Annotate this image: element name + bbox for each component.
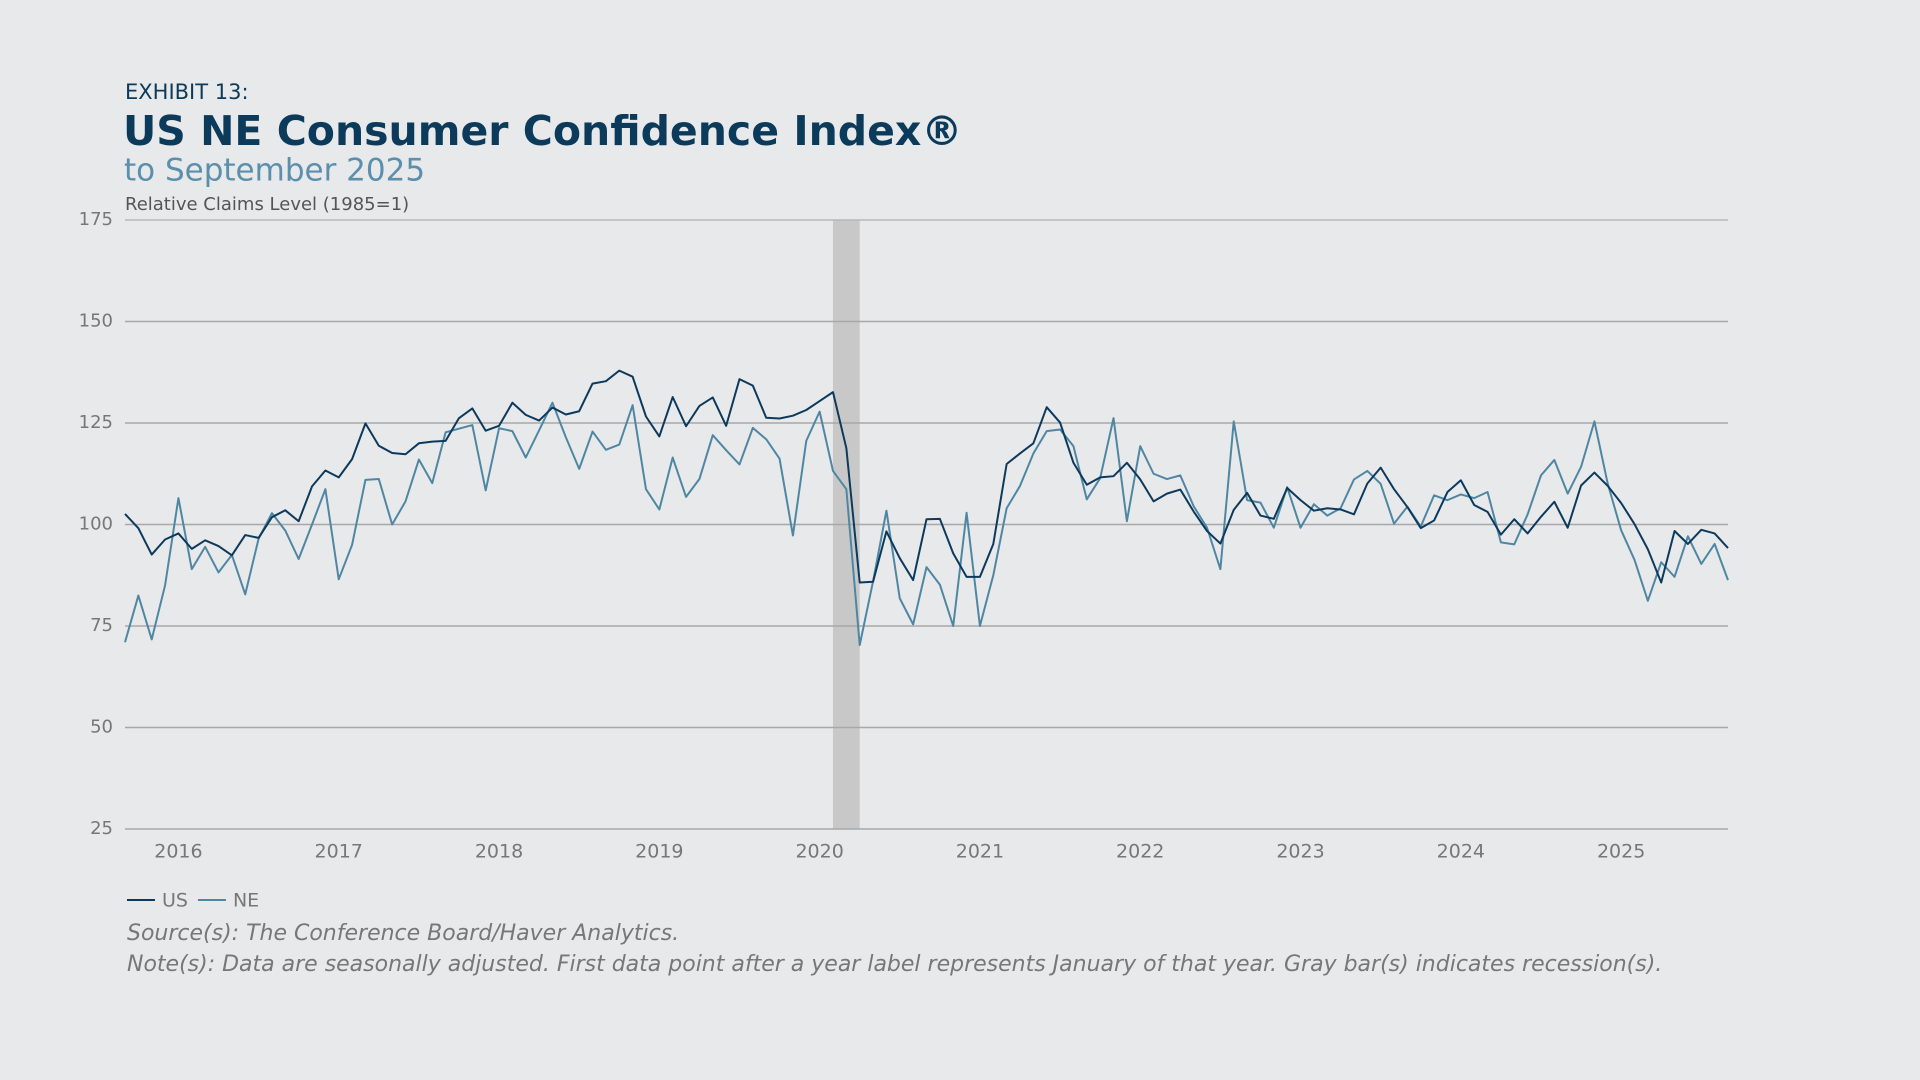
- x-tick-label: 2019: [635, 841, 683, 863]
- y-tick-label: 100: [79, 514, 113, 535]
- y-tick-label: 25: [90, 818, 113, 839]
- x-tick-label: 2016: [154, 841, 202, 863]
- x-tick-label: 2024: [1437, 841, 1485, 863]
- x-tick-label: 2022: [1116, 841, 1164, 863]
- x-tick-label: 2021: [956, 841, 1004, 863]
- line-ne: [124, 401, 1729, 647]
- source: Source(s): The Conference Board/Haver An…: [127, 921, 679, 946]
- line-us: [124, 369, 1729, 584]
- x-tick-label: 2017: [315, 841, 363, 863]
- x-tick-label: 2025: [1597, 841, 1645, 863]
- y-tick-label: 175: [79, 209, 113, 230]
- chart-subtitle: to September 2025: [124, 153, 425, 189]
- x-tick-label: 2018: [475, 841, 523, 863]
- legend-label: NE: [233, 890, 259, 912]
- y-tick-label: 75: [90, 615, 113, 636]
- exhibit-label: EXHIBIT 13:: [125, 80, 249, 104]
- x-tick-label: 2023: [1276, 841, 1324, 863]
- y-tick-label: 150: [79, 311, 113, 332]
- chart-title: US NE Consumer Confidence Index®: [123, 107, 962, 155]
- legend-label: US: [162, 890, 188, 912]
- y-tick-label: 50: [90, 717, 113, 738]
- y-tick-label: 125: [79, 412, 113, 433]
- note: Note(s): Data are seasonally adjusted. F…: [127, 952, 1662, 977]
- x-tick-label: 2020: [795, 841, 843, 863]
- y-axis-label: Relative Claims Level (1985=1): [125, 194, 409, 215]
